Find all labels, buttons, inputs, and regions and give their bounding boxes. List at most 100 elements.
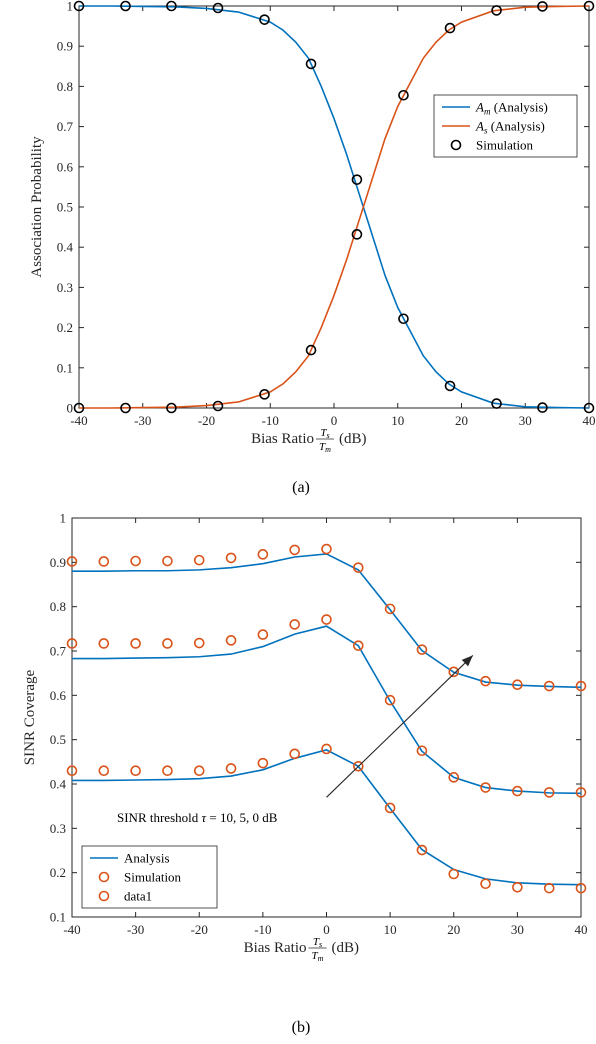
y-tick-label: 0.8 [50,599,66,614]
y-tick-label: 0.7 [57,119,74,134]
x-label-fraction-denominator: Tm [312,950,324,963]
data-point [259,14,270,25]
legend-swatch-marker [98,871,110,883]
y-tick-label: 0.7 [50,644,67,659]
x-tick-label: -30 [127,922,144,937]
data-point [384,603,396,615]
data-point [98,638,110,649]
series-line-0 [79,5,590,409]
y-tick-label: 0.9 [50,555,66,570]
data-point [543,787,555,798]
data-point [398,89,409,101]
y-tick-label: 0.4 [57,240,74,255]
axes-box [78,5,590,409]
y-tick-label: 1 [60,511,67,526]
data-point [480,675,491,687]
y-tick-label: 0.3 [50,821,66,836]
legend-box [81,845,218,909]
data-point [162,555,173,567]
data-point [512,679,523,690]
data-point [289,544,300,556]
data-point [130,555,141,567]
data-point [257,629,269,640]
x-tick-label: 30 [511,922,524,937]
series-line-2 [72,749,582,886]
data-point [480,782,491,793]
y-tick-label: 0 [67,401,74,416]
x-tick-label: -30 [134,413,151,428]
data-point [575,787,587,798]
data-point [162,638,173,649]
data-point [257,757,269,769]
data-point [225,552,237,564]
data-point [444,22,456,34]
data-point [225,763,237,774]
data-point [480,878,491,890]
x-tick-label: 10 [391,413,404,428]
data-point [491,5,502,16]
x-tick-label: 40 [575,922,588,937]
data-point [212,400,224,412]
data-point [193,765,205,777]
data-point [321,743,332,755]
y-tick-label: 0.9 [57,39,73,54]
data-point [543,882,555,894]
data-point [120,0,131,12]
data-point [73,402,85,414]
legend-entry-label: Simulation [124,870,182,885]
data-point [66,638,78,649]
data-point [321,614,332,625]
data-point [416,844,428,856]
data-point [305,344,317,356]
x-tick-label: 40 [583,413,596,428]
x-axis-label: Bias Ratio [251,431,314,447]
data-point [66,765,78,777]
y-tick-label: 0.6 [50,688,67,703]
data-point [162,765,173,777]
series-line-1 [72,625,582,795]
data-point [130,765,141,777]
y-tick-label: 0.6 [57,159,74,174]
y-tick-label: 0.2 [50,865,66,880]
x-tick-label: 30 [519,413,532,428]
legend: Analysis Simulation data1 [81,845,218,909]
data-point [353,640,364,651]
x-tick-label: -40 [63,922,80,937]
data-point [193,637,205,649]
x-tick-label: -10 [262,413,279,428]
data-point [537,1,548,12]
x-axis-label: Bias Ratio [244,940,307,956]
data-point [543,680,555,692]
series-line-1 [79,5,590,409]
y-tick-label: 0.2 [57,320,73,335]
x-axis-unit: (dB) [332,940,360,956]
x-tick-label: -20 [198,413,215,428]
data-point [98,765,110,777]
chart-association-probability: -40 -30 -20 -10 0 10 20 30 40 0 0.1 0.2 0.3 0.4 0.5 0.6… [29,0,596,454]
annotation-arrow [326,655,474,798]
x-tick-label: 0 [323,922,330,937]
data-point [98,556,110,567]
x-tick-label: 0 [331,413,338,428]
legend-entry-label: As (Analysis) [475,119,545,136]
y-tick-label: 0.1 [57,360,73,375]
data-point [583,402,595,414]
x-label-fraction-denominator: Tm [319,441,331,454]
y-tick-label: 0.5 [50,732,66,747]
data-point [575,882,587,894]
data-point [444,380,456,392]
data-point [166,0,177,12]
data-point [398,313,409,325]
x-tick-label: -20 [191,922,208,937]
data-point [583,0,595,12]
y-tick-label: 0.3 [57,280,73,295]
x-tick-label: -40 [70,413,87,428]
y-tick-label: 0.1 [50,910,66,925]
data-point [166,402,177,414]
data-point [448,666,460,678]
chart-sinr-coverage: -40 -30 -20 -10 0 10 20 30 40 0.1 0.2 0.3 0.4 0.5 0.6 0… [22,511,588,964]
data-point [448,868,460,880]
data-point [448,772,460,783]
data-point [321,543,332,555]
